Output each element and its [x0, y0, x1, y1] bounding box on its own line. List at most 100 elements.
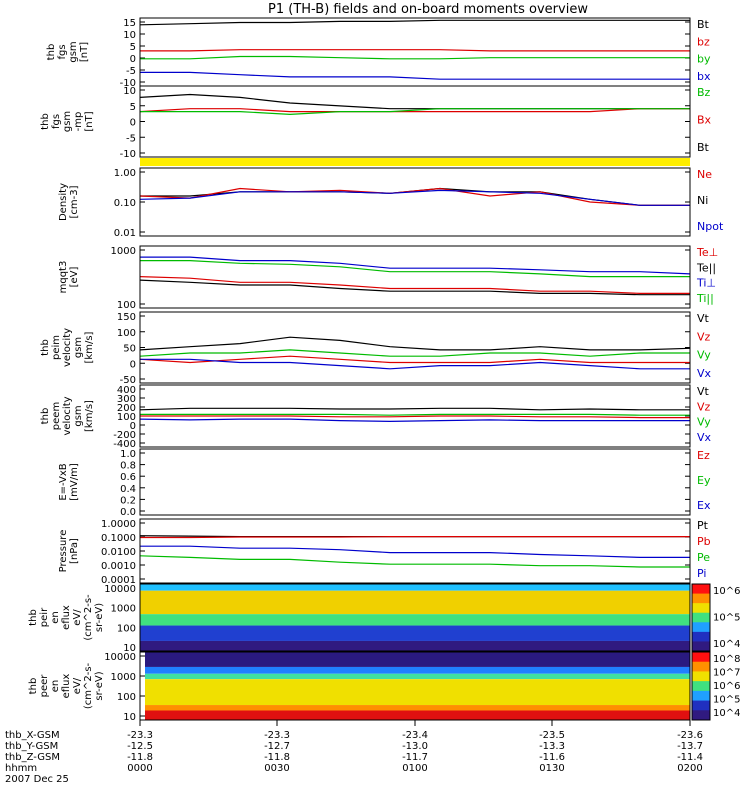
- ylabel-line: peem: [51, 402, 62, 430]
- panel-frame: [139, 167, 691, 237]
- y-tick-label: 0: [130, 421, 136, 432]
- ylabel-line: eflux: [61, 605, 72, 630]
- y-tick-label: 15: [123, 18, 136, 29]
- x-axis-value: -23.3: [127, 730, 153, 741]
- ylabel-line: [km/s]: [84, 331, 95, 363]
- ylabel-line: [cm-3]: [69, 185, 80, 218]
- colorbar-tick-label: 10^6: [713, 586, 740, 597]
- y-tick-label: -50: [120, 375, 136, 386]
- y-tick-label: 10000: [104, 584, 136, 595]
- y-tick-label: 0.10: [114, 198, 136, 209]
- legend-entry: Ni: [697, 194, 708, 207]
- heatmap-band: [145, 705, 690, 711]
- y-tick-label: -400: [113, 439, 136, 450]
- y-tick-label: 1000: [111, 604, 136, 615]
- x-axis-value: 0200: [677, 763, 702, 774]
- y-tick-label: 200: [117, 403, 136, 414]
- series-line: [139, 108, 690, 113]
- y-tick-label: 150: [117, 312, 136, 323]
- panel-frame: [139, 384, 691, 448]
- series-line: [139, 407, 690, 411]
- colorbar-segment: [692, 612, 710, 623]
- series-line: [139, 19, 690, 26]
- colorbar-segment: [692, 671, 710, 682]
- y-tick-label: 0.2: [120, 495, 136, 506]
- y-tick-label: -200: [113, 430, 136, 441]
- ylabel-line: sr-eV): [94, 671, 105, 700]
- y-tick-label: 300: [117, 394, 136, 405]
- y-tick-label: 10: [123, 712, 136, 723]
- ylabel-line: peer: [39, 674, 50, 698]
- ylabel-line: E=-VxB: [58, 463, 69, 500]
- ylabel-line: sr-eV): [94, 603, 105, 632]
- series-line: [139, 187, 690, 206]
- heatmap-band: [145, 710, 690, 720]
- y-tick-label: 10000: [104, 652, 136, 663]
- series-line: [140, 415, 690, 419]
- ylabel-line: gsm: [62, 111, 73, 132]
- y-tick-label: 100: [117, 692, 136, 703]
- ylabel-line: gsm: [73, 405, 84, 426]
- ylabel-line: peim: [51, 335, 62, 360]
- legend-entry: Vx: [697, 431, 712, 444]
- heatmap-band: [140, 625, 690, 641]
- y-tick-label: 0.0: [120, 507, 136, 518]
- series-line: [140, 55, 690, 60]
- heatmap-band: [145, 673, 690, 680]
- colorbar-tick-label: 10^6: [713, 681, 740, 692]
- y-tick-label: 100: [117, 300, 136, 311]
- ylabel-line: eV/: [72, 609, 83, 626]
- series-line: [139, 189, 690, 206]
- y-tick-label: -10: [120, 149, 136, 160]
- series-line: [140, 260, 690, 278]
- x-axis-value: -23.4: [402, 730, 428, 741]
- legend-entry: by: [697, 53, 711, 66]
- y-tick-label: 0.6: [120, 472, 136, 483]
- legend-entry: Pt: [697, 519, 709, 532]
- y-tick-label: 50: [123, 344, 136, 355]
- ylabel-line: [nT]: [79, 42, 90, 62]
- series-line: [140, 358, 690, 370]
- y-tick-label: 100: [117, 412, 136, 423]
- x-axis: thb_X-GSM -23.3 -23.3 -23.4 -23.5 -23.6 thb_Y-…: [5, 720, 703, 785]
- panel-frame: [139, 518, 691, 584]
- x-axis-value: 0130: [539, 763, 564, 774]
- y-tick-label: 0.4: [120, 484, 136, 495]
- ylabel-line: (cm^2-s-: [83, 594, 94, 641]
- ylabel-line: [nT]: [84, 111, 95, 131]
- colorbar-tick-label: 10^4: [713, 639, 740, 650]
- panel-5: thb peem velocity gsm [km/s] 4003002001000-20…: [40, 384, 712, 450]
- x-axis-value: -12.5: [127, 741, 153, 752]
- ylabel-line: -mp: [73, 112, 84, 132]
- ylabel-line: mqqt3: [58, 261, 69, 294]
- y-tick-label: 400: [117, 385, 136, 396]
- y-tick-label: -5: [126, 66, 136, 77]
- ylabel-line: [mV/m]: [69, 463, 80, 501]
- panel-9: thb peer en eflux eV/(cm^2-s-sr-eV) 10000 1000…: [28, 651, 740, 723]
- colorbar-tick-label: 10^5: [713, 613, 740, 624]
- legend-entry: Vy: [697, 349, 711, 362]
- legend-entry: Bt: [697, 18, 710, 31]
- x-axis-value: 0030: [264, 763, 289, 774]
- y-tick-label: 0.1000: [101, 533, 136, 544]
- panel-frame: [139, 448, 691, 516]
- ylabel-line: thb: [46, 44, 57, 61]
- heatmap-band: [145, 666, 690, 674]
- y-tick-label: 100: [117, 328, 136, 339]
- series-line: [139, 355, 690, 364]
- ylabel-line: en: [50, 611, 61, 624]
- ylabel-line: velocity: [62, 328, 73, 367]
- x-axis-value: -13.7: [677, 741, 703, 752]
- panel-frame: [139, 311, 691, 384]
- ylabel-line: Pressure: [58, 530, 69, 573]
- x-axis-value: -11.8: [127, 752, 153, 763]
- x-axis-row-label: thb_X-GSM: [5, 730, 60, 741]
- x-axis-value: -11.6: [539, 752, 565, 763]
- panel-8: thb peir en eflux eV/(cm^2-s-sr-eV) 10000 1000…: [28, 583, 740, 654]
- y-tick-label: 100: [117, 623, 136, 634]
- y-tick-label: 1000: [111, 672, 136, 683]
- ylabel-line: gsm: [73, 337, 84, 358]
